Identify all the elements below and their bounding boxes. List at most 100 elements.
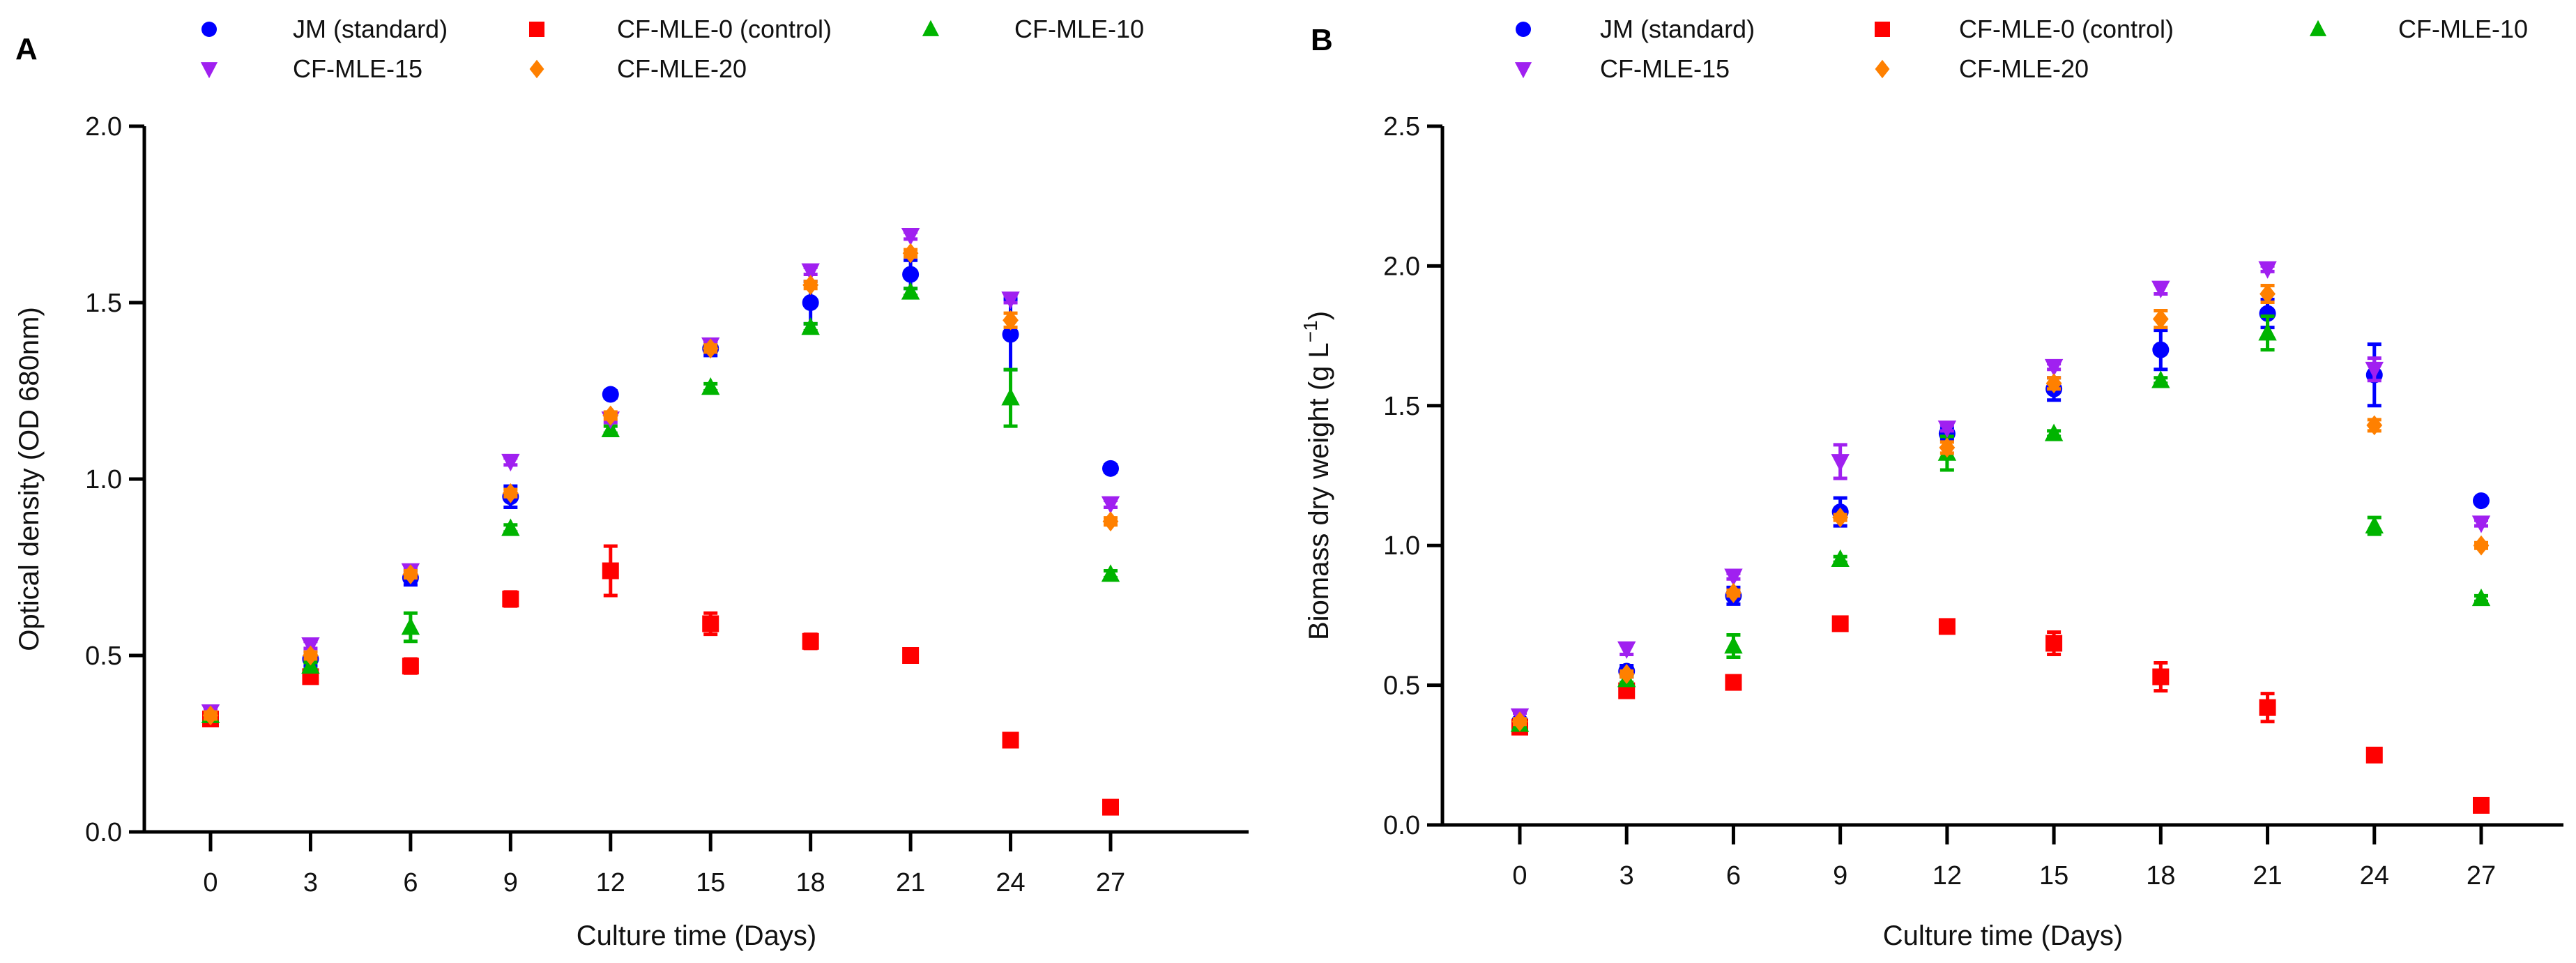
data-point [602, 386, 619, 403]
x-tick-label: 24 [996, 868, 1025, 897]
data-point [2045, 635, 2063, 652]
legend-label: CF-MLE-10 [1014, 15, 1144, 43]
legend-label: JM (standard) [293, 15, 448, 43]
legend-item: CF-MLE-15 [200, 54, 422, 83]
data-point [1101, 496, 1120, 514]
legend-marker [529, 22, 544, 37]
y-axis-label: Optical density (OD 680nm) [14, 307, 45, 651]
legend-item: CF-MLE-10 [922, 15, 1144, 43]
data-point [1725, 582, 1742, 603]
data-point [1724, 568, 1743, 586]
panel-label: B [1311, 23, 1333, 57]
legend-marker [2309, 20, 2327, 36]
data-point [801, 317, 820, 335]
x-tick-label: 6 [403, 868, 418, 897]
data-point [2045, 373, 2062, 394]
data-point [1831, 454, 1850, 472]
legend-item: CF-MLE-20 [529, 54, 747, 83]
data-point [1003, 310, 1019, 331]
data-point [602, 405, 619, 426]
series-jm-standard- [202, 258, 1119, 725]
data-point [202, 705, 219, 726]
data-point [1725, 674, 1742, 691]
y-axis-label: Biomass dry weight (g L−1) [1300, 311, 1334, 640]
data-point [902, 243, 919, 264]
legend-label: CF-MLE-10 [2398, 15, 2528, 43]
data-point [1831, 549, 1850, 568]
x-tick-label: 27 [2467, 861, 2496, 890]
data-point [1938, 618, 1956, 635]
x-tick-label: 15 [2039, 861, 2068, 890]
data-point [2152, 309, 2169, 329]
legend-marker [922, 20, 940, 36]
data-point [2152, 341, 2170, 358]
data-point [2365, 361, 2384, 380]
series-cf-mle-15 [1510, 261, 2491, 727]
data-point [402, 564, 419, 585]
data-point [502, 591, 519, 608]
data-point [2258, 323, 2277, 341]
series-cf-mle-0-control- [1511, 615, 2490, 814]
legend-marker [200, 62, 218, 79]
legend-marker [529, 59, 544, 79]
legend-item: CF-MLE-0 (control) [529, 15, 832, 43]
legend-item: CF-MLE-20 [1875, 54, 2089, 83]
data-point [402, 658, 419, 675]
x-axis-label: Culture time (Days) [577, 920, 817, 951]
data-point [702, 615, 719, 632]
x-axis-label: Culture time (Days) [1883, 920, 2124, 951]
legend-label: CF-MLE-15 [1600, 54, 1730, 83]
series-cf-mle-20 [1511, 283, 2490, 732]
data-point [801, 263, 820, 281]
series-cf-mle-0-control- [202, 544, 1119, 816]
y-tick-label: 1.5 [1383, 392, 1420, 421]
x-tick-label: 21 [896, 868, 925, 897]
x-tick-label: 27 [1096, 868, 1125, 897]
x-tick-label: 15 [696, 868, 725, 897]
data-point [501, 453, 520, 472]
data-point [2473, 492, 2490, 510]
x-tick-label: 21 [2253, 861, 2282, 890]
data-point [1102, 460, 1119, 477]
data-point [1937, 420, 1957, 439]
series-cf-mle-10 [201, 282, 1120, 723]
legend-label: CF-MLE-0 (control) [617, 15, 832, 43]
data-point [2473, 535, 2490, 556]
y-tick-label: 0.5 [85, 642, 122, 671]
data-point [802, 275, 819, 296]
data-point [1939, 437, 1956, 458]
data-point [902, 647, 920, 664]
data-point [901, 282, 920, 300]
x-tick-label: 3 [303, 868, 318, 897]
x-tick-label: 6 [1726, 861, 1741, 890]
legend-item: JM (standard) [201, 15, 448, 43]
data-point [2471, 515, 2491, 533]
data-point [1102, 511, 1119, 532]
panel-a: A 0.0 0.5 1.0 1.5 2.0 0 3 6 9 12 15 18 21 24 27 Culture … [14, 15, 1249, 951]
y-tick-label: 2.5 [1383, 112, 1420, 142]
data-point [1618, 664, 1635, 684]
data-point [802, 294, 819, 311]
y-tick-label: 1.0 [1383, 531, 1420, 561]
legend-label: CF-MLE-15 [293, 54, 422, 83]
x-tick-label: 18 [796, 868, 825, 897]
legend-label: CF-MLE-0 (control) [1959, 15, 2174, 43]
data-point [902, 266, 920, 283]
data-point [501, 518, 520, 536]
data-point [602, 562, 619, 579]
legend-marker [1875, 22, 1890, 37]
data-point [2471, 588, 2491, 607]
x-tick-label: 24 [2360, 861, 2389, 890]
data-point [303, 645, 319, 666]
data-point [802, 632, 819, 650]
y-tick-label: 2.0 [1383, 252, 1420, 281]
legend-marker [1875, 59, 1890, 79]
x-tick-label: 12 [596, 868, 625, 897]
data-point [2044, 423, 2064, 441]
data-point [2044, 358, 2064, 377]
data-point [2473, 796, 2490, 814]
legend-marker [201, 22, 217, 37]
x-tick-label: 12 [1933, 861, 1962, 890]
series-jm-standard- [1511, 297, 2490, 730]
